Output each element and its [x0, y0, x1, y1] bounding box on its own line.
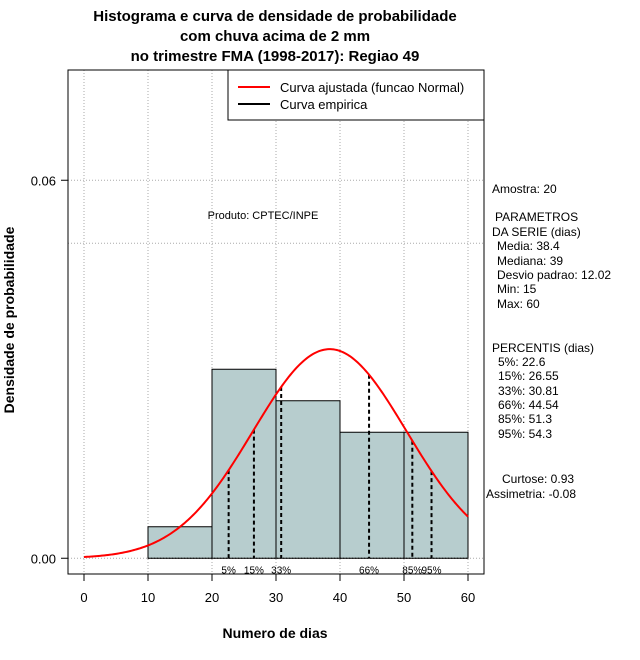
- histogram-bar: [403, 431, 469, 559]
- param-min: Min: 15: [497, 282, 537, 296]
- param-mean: Media: 38.4: [497, 239, 560, 253]
- percentile-label: 85%: [402, 565, 422, 576]
- histogram-bar: [211, 368, 277, 559]
- x-tick-label: 20: [205, 590, 219, 605]
- histogram-bar: [275, 400, 341, 559]
- density-curves: [83, 348, 469, 558]
- y-tick-label: 0.06: [31, 173, 56, 188]
- fitted-normal-curve: [83, 348, 469, 558]
- product-annotation: Produto: CPTEC/INPE: [208, 210, 319, 222]
- percentile-label: 15%: [244, 565, 264, 576]
- param-std-dev: Desvio padrao: 12.02: [497, 268, 611, 282]
- percentile-label: 66%: [359, 565, 379, 576]
- kurtosis: Curtose: 0.93: [502, 472, 574, 486]
- x-tick-label: 0: [80, 590, 87, 605]
- histogram-bars: [147, 368, 469, 559]
- legend-label-empirical: Curva empirica: [280, 97, 368, 112]
- params-heading-2: DA SERIE (dias): [492, 225, 581, 239]
- percentiles-heading: PERCENTIS (dias): [492, 341, 594, 355]
- percentile-66: 66%: 44.54: [498, 398, 559, 412]
- stats-panel: Amostra: 20 PARAMETROS DA SERIE (dias) M…: [486, 182, 611, 501]
- percentile-5: 5%: 22.6: [498, 355, 546, 369]
- chart-title-line-1: Histograma e curva de densidade de proba…: [93, 8, 456, 25]
- x-tick-label: 10: [141, 590, 155, 605]
- x-axis-title: Numero de dias: [222, 625, 327, 641]
- percentile-label: 33%: [271, 565, 291, 576]
- percentile-15: 15%: 26.55: [498, 369, 559, 383]
- histogram-bar: [147, 526, 213, 559]
- axes: 0 10 20 30 40 50 60 0.00 0.06: [31, 173, 476, 605]
- param-max: Max: 60: [497, 297, 540, 311]
- param-median: Mediana: 39: [497, 254, 563, 268]
- x-tick-label: 40: [333, 590, 347, 605]
- chart-title-line-2: com chuva acima de 2 mm: [180, 28, 370, 45]
- y-tick-label: 0.00: [31, 551, 56, 566]
- percentile-95: 95%: 54.3: [498, 427, 552, 441]
- legend: Curva ajustada (funcao Normal) Curva emp…: [227, 69, 485, 121]
- x-tick-label: 30: [269, 590, 283, 605]
- legend-label-fitted: Curva ajustada (funcao Normal): [280, 80, 464, 95]
- grid-lines: [68, 70, 484, 574]
- skewness: Assimetria: -0.08: [486, 487, 576, 501]
- x-tick-label: 60: [461, 590, 475, 605]
- percentile-label: 5%: [221, 565, 236, 576]
- percentile-label: 95%: [422, 565, 442, 576]
- x-tick-label: 50: [397, 590, 411, 605]
- chart-title-line-3: no trimestre FMA (1998-2017): Regiao 49: [131, 48, 420, 65]
- percentile-85: 85%: 51.3: [498, 412, 552, 426]
- legend-box: [227, 69, 485, 121]
- sample-size: Amostra: 20: [492, 182, 557, 196]
- percentile-33: 33%: 30.81: [498, 384, 559, 398]
- histogram-bar: [339, 431, 405, 559]
- params-heading-1: PARAMETROS: [495, 210, 578, 224]
- percentile-lines: 5% 15% 33% 66% 85% 95%: [221, 374, 442, 576]
- y-axis-title: Densidade de probabilidade: [1, 226, 17, 413]
